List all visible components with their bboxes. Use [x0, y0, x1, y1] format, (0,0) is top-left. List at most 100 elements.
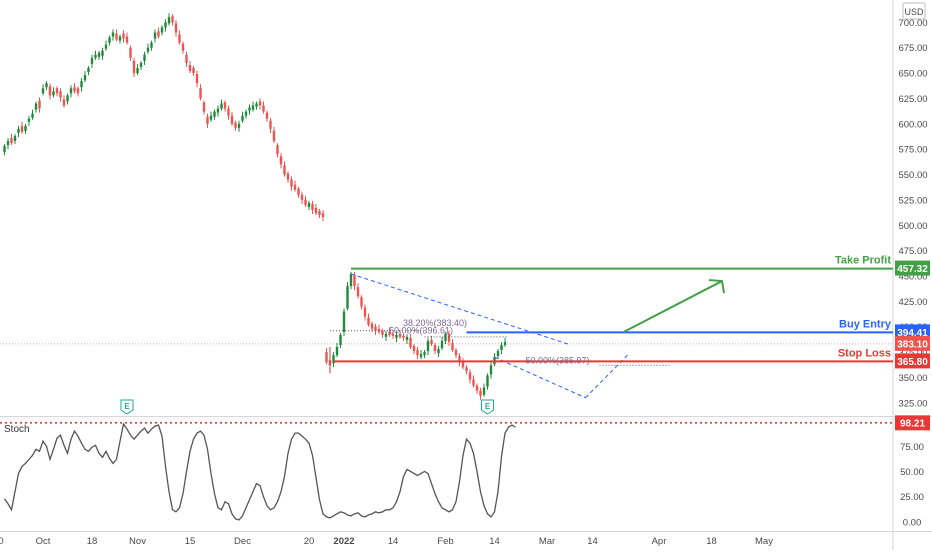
take-profit-price-value: 457.32	[897, 264, 928, 275]
price-tick-label: 425.00	[898, 297, 927, 308]
candle-body	[55, 88, 59, 94]
buy-entry-label: Buy Entry	[839, 318, 892, 330]
candle-body	[136, 67, 139, 74]
candle-body	[122, 33, 125, 39]
candle-body	[388, 331, 391, 335]
candle-body	[139, 62, 143, 67]
candle-body	[398, 333, 402, 337]
candle-body	[94, 54, 97, 58]
candle-body	[346, 286, 349, 309]
candle-body	[472, 379, 475, 386]
candle-body	[41, 88, 45, 94]
candle-body	[353, 274, 356, 287]
candle-body	[199, 88, 202, 99]
candle-body	[17, 128, 20, 133]
price-tick-label: 550.00	[898, 170, 927, 181]
candle-body	[20, 125, 24, 132]
candle-body	[66, 95, 69, 102]
candles	[3, 13, 507, 400]
time-tick-label: Nov	[129, 536, 146, 547]
time-tick-label: 14	[489, 536, 500, 547]
candle-body	[241, 115, 244, 121]
candle-body	[269, 120, 272, 129]
candle-body	[482, 387, 486, 395]
candle-body	[10, 137, 13, 144]
candle-body	[108, 37, 111, 43]
candle-body	[321, 213, 325, 218]
candle-body	[181, 43, 185, 51]
fib-label: 50.00%(385.97)	[525, 355, 589, 365]
candle-body	[489, 365, 493, 375]
candle-body	[118, 36, 122, 41]
fib-label: 38.20%(383.40)	[403, 318, 467, 328]
price-tick-label: 700.00	[898, 18, 927, 29]
earnings-marker-label: E	[124, 402, 130, 411]
candle-body	[325, 352, 328, 363]
candle-body	[234, 122, 237, 128]
candle-body	[48, 86, 52, 96]
price-tick-label: 675.00	[898, 43, 927, 54]
candle-body	[34, 103, 38, 110]
stoch-line	[3, 422, 516, 521]
candle-body	[73, 87, 76, 92]
time-tick-label: 2022	[333, 536, 354, 547]
candle-body	[465, 367, 468, 372]
time-tick-label: 20	[304, 536, 315, 547]
candle-body	[216, 108, 220, 113]
candle-body	[496, 351, 500, 357]
candle-body	[13, 135, 17, 142]
candle-body	[318, 211, 321, 216]
candle-body	[370, 323, 374, 329]
candle-body	[97, 52, 101, 57]
candle-body	[342, 311, 346, 332]
time-tick-label: Oct	[36, 536, 51, 547]
candle-body	[174, 23, 178, 33]
projection-arrowhead	[708, 279, 725, 294]
candle-body	[255, 103, 258, 107]
candle-body	[297, 188, 300, 195]
stoch-tick-label: 25.00	[900, 492, 924, 503]
candle-body	[440, 340, 444, 349]
fib-trend-line-2	[494, 356, 586, 399]
candle-body	[157, 31, 160, 37]
candle-body	[244, 111, 248, 116]
candle-body	[237, 123, 241, 128]
candle-body	[272, 130, 276, 142]
price-tick-label: 475.00	[898, 246, 927, 257]
candle-body	[153, 32, 157, 39]
candle-body	[374, 326, 377, 331]
buy-entry-price-box	[895, 324, 930, 340]
time-tick-label: May	[755, 536, 773, 547]
price-tick-label: 525.00	[898, 195, 927, 206]
candle-body	[185, 54, 188, 63]
candle-body	[146, 47, 150, 52]
candle-body	[143, 54, 146, 61]
price-tick-label: 650.00	[898, 69, 927, 80]
price-tick-label: 575.00	[898, 145, 927, 156]
stoch-panel: Stoch	[0, 422, 893, 521]
candle-body	[3, 146, 6, 153]
candle-body	[164, 22, 167, 28]
candle-body	[419, 354, 423, 358]
stoch-ref-box	[895, 415, 930, 431]
candle-body	[150, 42, 153, 48]
candle-body	[251, 105, 255, 110]
currency-label: USD	[904, 7, 924, 17]
candle-body	[468, 372, 472, 380]
time-tick-label: Mar	[539, 536, 555, 547]
candle-body	[167, 17, 171, 24]
candle-body	[209, 115, 213, 120]
time-tick-label: 14	[587, 536, 598, 547]
candle-body	[223, 102, 227, 109]
candle-body	[52, 91, 55, 96]
candle-body	[202, 102, 206, 112]
candle-body	[402, 335, 405, 338]
candle-body	[433, 344, 437, 352]
drawings: Take Profit Buy Entry Stop Loss 50.00%(396.…	[329, 255, 893, 399]
candle-body	[486, 375, 489, 387]
candle-body	[115, 33, 118, 40]
candle-body	[101, 50, 104, 56]
price-tick-label: 625.00	[898, 94, 927, 105]
candle-body	[279, 156, 283, 165]
